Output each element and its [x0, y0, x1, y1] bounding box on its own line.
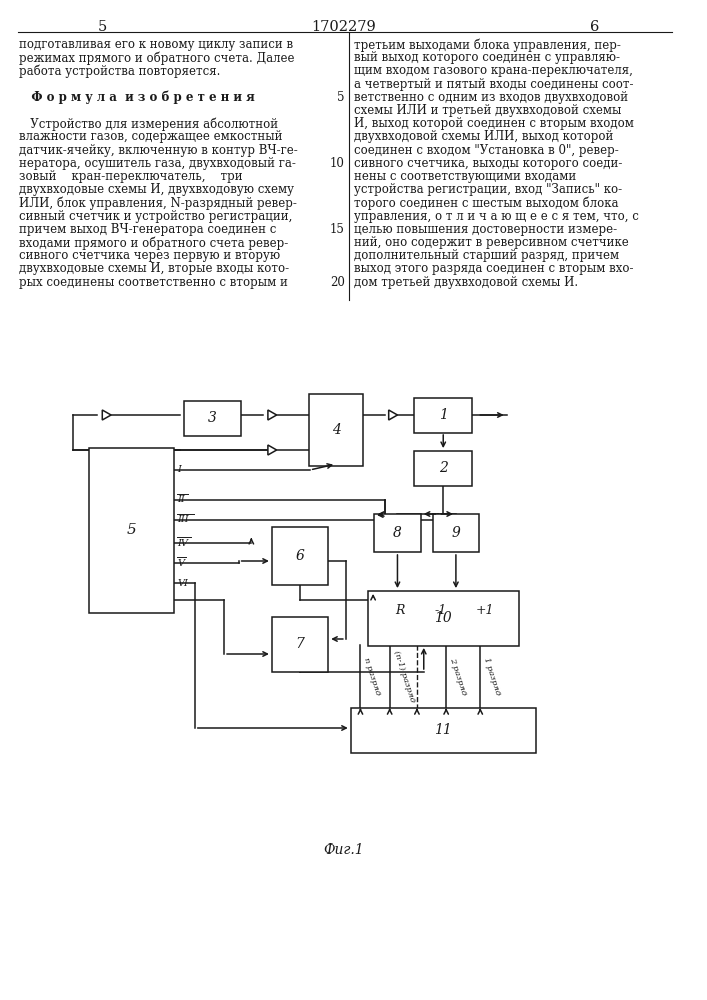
Text: двухвходовые схемы И, двухвходовую схему: двухвходовые схемы И, двухвходовую схему [20, 183, 295, 196]
Text: влажности газов, содержащее емкостный: влажности газов, содержащее емкостный [20, 130, 283, 143]
Text: -1: -1 [435, 603, 447, 616]
Text: Ф о р м у л а  и з о б р е т е н и я: Ф о р м у л а и з о б р е т е н и я [20, 91, 255, 104]
Text: 5: 5 [337, 91, 345, 104]
Text: 10: 10 [330, 157, 345, 170]
Text: III: III [177, 516, 189, 524]
Bar [271, 616, 328, 672]
Text: 1: 1 [439, 408, 448, 422]
Text: сивный счетчик и устройство регистрации,: сивный счетчик и устройство регистрации, [20, 210, 293, 223]
Text: датчик-ячейку, включенную в контур ВЧ-ге-: датчик-ячейку, включенную в контур ВЧ-ге… [20, 144, 298, 157]
Text: VI: VI [177, 578, 188, 587]
Text: нены с соответствующими входами: нены с соответствующими входами [354, 170, 576, 183]
Text: 9: 9 [452, 526, 460, 540]
Text: 7: 7 [296, 637, 305, 651]
Text: 4: 4 [332, 423, 341, 437]
Text: ИЛИ, блок управления, N-разрядный ревер-: ИЛИ, блок управления, N-разрядный ревер- [20, 196, 298, 210]
Text: 5: 5 [127, 523, 136, 537]
Text: 3: 3 [208, 411, 217, 425]
Text: Фиг.1: Фиг.1 [324, 843, 364, 857]
Text: 10: 10 [434, 611, 452, 625]
Text: 20: 20 [330, 276, 345, 289]
Bar [309, 394, 363, 466]
Text: двухвходовые схемы И, вторые входы кото-: двухвходовые схемы И, вторые входы кото- [20, 262, 290, 275]
Text: 1702279: 1702279 [312, 20, 376, 34]
Text: И, выход которой соединен с вторым входом: И, выход которой соединен с вторым входо… [354, 117, 633, 130]
Text: схемы ИЛИ и третьей двухвходовой схемы: схемы ИЛИ и третьей двухвходовой схемы [354, 104, 621, 117]
Text: рых соединены соответственно с вторым и: рых соединены соответственно с вторым и [20, 276, 288, 289]
Text: 11: 11 [434, 723, 452, 737]
Text: 5: 5 [98, 20, 107, 34]
Text: ветственно с одним из входов двухвходовой: ветственно с одним из входов двухвходово… [354, 91, 628, 104]
Text: II: II [177, 495, 185, 504]
Text: сивного счетчика, выходы которого соеди-: сивного счетчика, выходы которого соеди- [354, 157, 622, 170]
Text: соединен с входом "Установка в 0", ревер-: соединен с входом "Установка в 0", ревер… [354, 144, 619, 157]
Text: 2: 2 [439, 461, 448, 475]
Text: двухвходовой схемы ИЛИ, выход которой: двухвходовой схемы ИЛИ, выход которой [354, 130, 613, 143]
Text: 6: 6 [296, 549, 305, 563]
Text: выход этого разряда соединен с вторым вхо-: выход этого разряда соединен с вторым вх… [354, 262, 633, 275]
Text: сивного счетчика через первую и вторую: сивного счетчика через первую и вторую [20, 249, 281, 262]
Text: 1 разряд: 1 разряд [482, 657, 502, 696]
Bar [88, 448, 175, 612]
Bar [414, 450, 472, 486]
Text: R: R [395, 603, 405, 616]
Text: работа устройства повторяется.: работа устройства повторяется. [20, 64, 221, 78]
Text: зовый    кран-переключатель,    три: зовый кран-переключатель, три [20, 170, 243, 183]
Text: устройства регистрации, вход "Запись" ко-: устройства регистрации, вход "Запись" ко… [354, 183, 621, 196]
Bar [184, 400, 240, 436]
Bar [271, 527, 328, 585]
Text: торого соединен с шестым выходом блока: торого соединен с шестым выходом блока [354, 196, 618, 210]
Text: подготавливая его к новому циклу записи в: подготавливая его к новому циклу записи … [20, 38, 293, 51]
Bar [414, 397, 472, 432]
Bar [351, 708, 536, 752]
Text: (n-1) разряд: (n-1) разряд [392, 650, 416, 703]
Text: режимах прямого и обратного счета. Далее: режимах прямого и обратного счета. Далее [20, 51, 295, 65]
Bar [374, 514, 421, 552]
Text: IV: IV [177, 538, 188, 548]
Text: управления, о т л и ч а ю щ е е с я тем, что, с: управления, о т л и ч а ю щ е е с я тем,… [354, 210, 638, 223]
Text: вый выход которого соединен с управляю-: вый выход которого соединен с управляю- [354, 51, 619, 64]
Text: V: V [177, 558, 185, 568]
Text: 8: 8 [393, 526, 402, 540]
Text: третьим выходами блока управления, пер-: третьим выходами блока управления, пер- [354, 38, 621, 51]
Text: дом третьей двухвходовой схемы И.: дом третьей двухвходовой схемы И. [354, 276, 578, 289]
Text: причем выход ВЧ-генератора соединен с: причем выход ВЧ-генератора соединен с [20, 223, 277, 236]
Text: Устройство для измерения абсолютной: Устройство для измерения абсолютной [20, 117, 279, 131]
Text: нератора, осушитель газа, двухвходовый га-: нератора, осушитель газа, двухвходовый г… [20, 157, 296, 170]
Text: а четвертый и пятый входы соединены соот-: а четвертый и пятый входы соединены соот… [354, 78, 633, 91]
Text: щим входом газового крана-переключателя,: щим входом газового крана-переключателя, [354, 64, 633, 77]
Text: ний, оно содержит в реверсивном счетчике: ний, оно содержит в реверсивном счетчике [354, 236, 629, 249]
Text: +1: +1 [475, 603, 494, 616]
Text: n разряд: n разряд [363, 657, 382, 696]
Text: входами прямого и обратного счета ревер-: входами прямого и обратного счета ревер- [20, 236, 288, 249]
Text: 15: 15 [330, 223, 345, 236]
Bar [433, 514, 479, 552]
Bar [368, 590, 519, 646]
Text: целью повышения достоверности измере-: целью повышения достоверности измере- [354, 223, 617, 236]
Text: 6: 6 [590, 20, 599, 34]
Text: I: I [177, 466, 181, 475]
Text: 2 разряд: 2 разряд [448, 657, 468, 696]
Text: дополнительный старший разряд, причем: дополнительный старший разряд, причем [354, 249, 619, 262]
